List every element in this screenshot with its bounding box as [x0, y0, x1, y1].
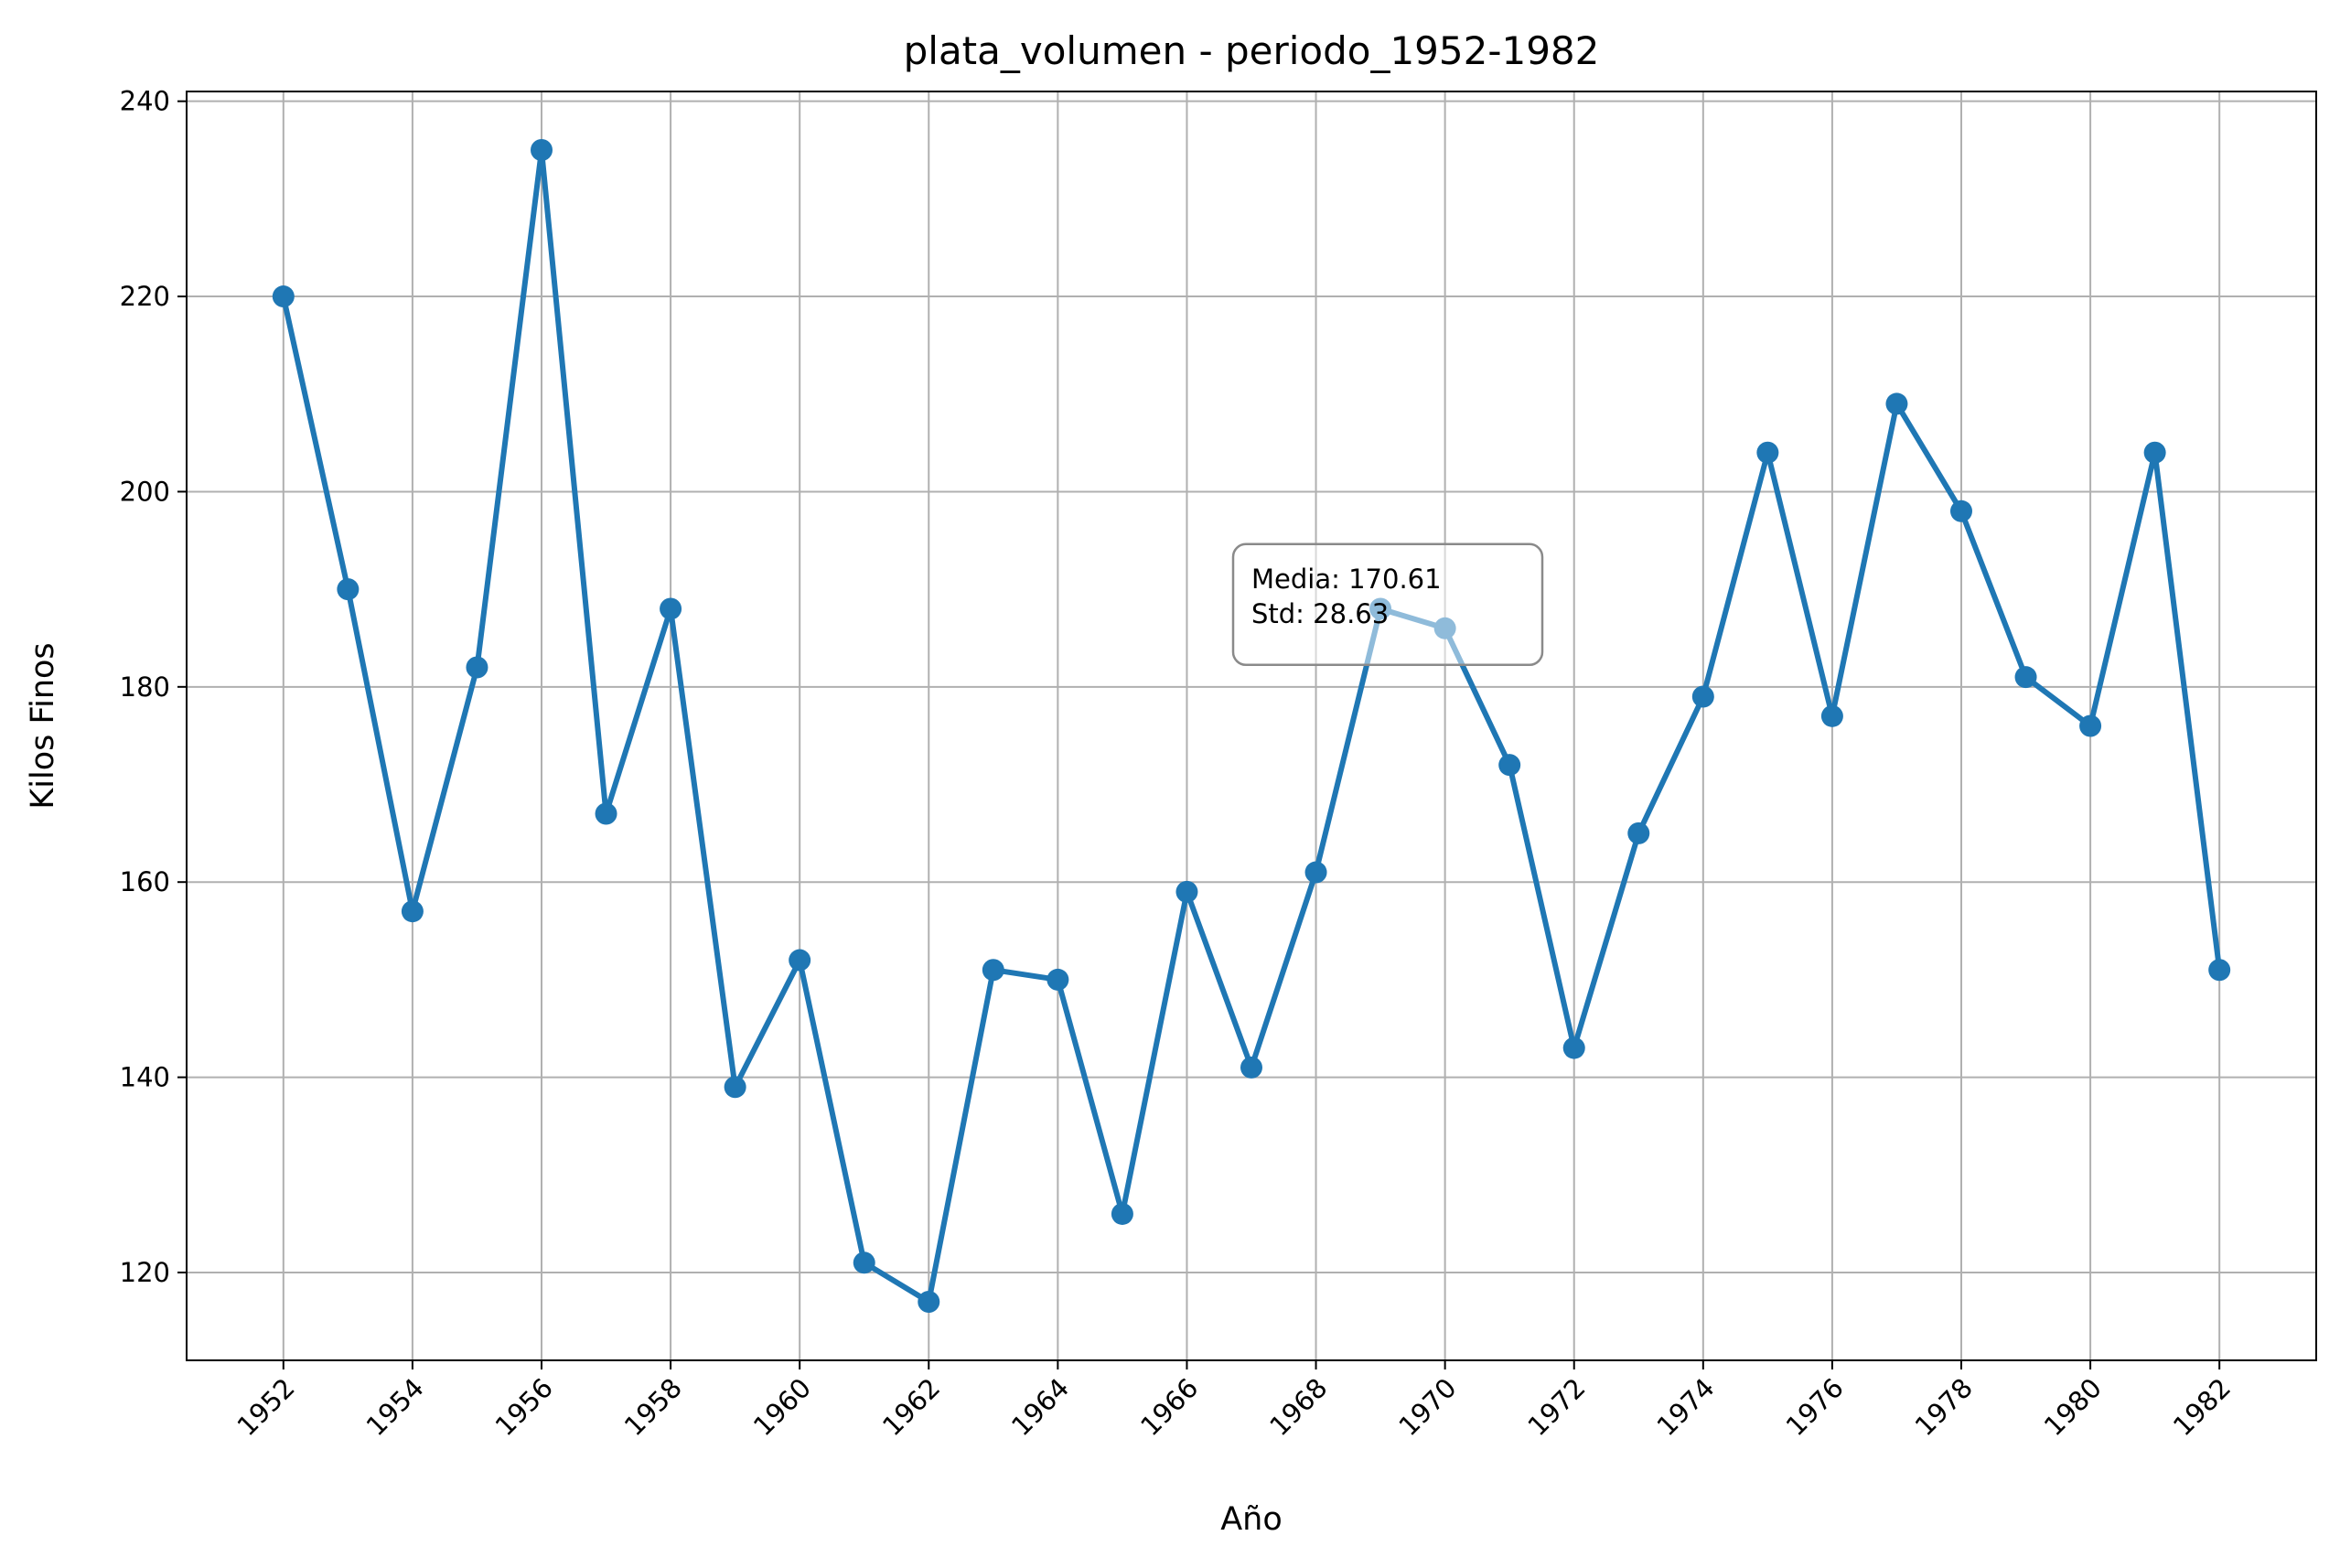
x-tick-label: 1976 [1780, 1372, 1850, 1442]
x-axis-label: Año [1220, 1501, 1283, 1538]
y-tick-label: 160 [120, 866, 170, 897]
y-tick-label: 220 [120, 281, 170, 312]
data-point [2014, 666, 2037, 689]
x-tick-label: 1974 [1651, 1372, 1721, 1442]
data-point [272, 285, 295, 308]
data-point [1820, 704, 1843, 727]
chart-title: plata_volumen - periodo_1952-1982 [904, 28, 1600, 73]
x-tick-label: 1968 [1263, 1372, 1333, 1442]
data-point [1240, 1056, 1262, 1079]
data-point [918, 1290, 940, 1313]
data-point [531, 139, 553, 162]
data-point [1047, 968, 1069, 991]
y-tick-label: 200 [120, 476, 170, 507]
data-point [2079, 714, 2102, 737]
data-point [1111, 1202, 1133, 1225]
x-tick-label: 1978 [1909, 1372, 1979, 1442]
y-tick-label: 180 [120, 671, 170, 703]
grid [187, 91, 2316, 1360]
data-point [1950, 499, 1972, 522]
y-tick-label: 120 [120, 1257, 170, 1288]
data-point [1498, 754, 1521, 777]
data-point [595, 802, 617, 825]
annotation-mean-text: Media: 170.61 [1251, 564, 1442, 595]
stats-annotation: Media: 170.61 Std: 28.63 [1231, 542, 1544, 667]
data-point [1627, 822, 1650, 844]
data-point [660, 597, 682, 620]
data-point [1562, 1036, 1585, 1059]
data-point [982, 959, 1004, 982]
data-point [1304, 861, 1327, 884]
x-tick-label: 1982 [2167, 1372, 2237, 1442]
x-tick-label: 1956 [489, 1372, 559, 1442]
y-tick-label: 140 [120, 1062, 170, 1093]
data-point [401, 900, 424, 923]
data-point [1756, 441, 1779, 464]
x-tick-label: 1952 [231, 1372, 301, 1442]
y-tick-label: 240 [120, 86, 170, 117]
data-point [789, 949, 811, 972]
x-tick-label: 1966 [1134, 1372, 1204, 1442]
series-line [280, 147, 2223, 1305]
x-tick-label: 1954 [360, 1372, 430, 1442]
x-tick-label: 1970 [1392, 1372, 1462, 1442]
x-tick-label: 1980 [2038, 1372, 2108, 1442]
plot-frame [186, 91, 2317, 1361]
data-point [2208, 959, 2231, 982]
data-point [337, 578, 360, 601]
annotation-std-text: Std: 28.63 [1251, 598, 1389, 629]
x-tick-label: 1960 [747, 1372, 817, 1442]
x-tick-label: 1958 [618, 1372, 688, 1442]
annotation-box [1231, 542, 1544, 667]
data-point [1691, 685, 1714, 708]
axis-ticks: 1952 1954 1956 1958 1960 1962 1964 1966 1968 1970… [120, 86, 2237, 1442]
data-point [2143, 441, 2166, 464]
data-point [466, 656, 488, 679]
data-point [853, 1251, 875, 1274]
x-tick-label: 1964 [1005, 1372, 1075, 1442]
y-axis-label: Kilos Finos [25, 642, 61, 809]
data-point [724, 1076, 746, 1099]
x-tick-label: 1972 [1521, 1372, 1591, 1442]
series-group [272, 139, 2231, 1313]
data-point [1175, 880, 1198, 903]
data-point [1885, 392, 1908, 415]
x-tick-label: 1962 [876, 1372, 946, 1442]
